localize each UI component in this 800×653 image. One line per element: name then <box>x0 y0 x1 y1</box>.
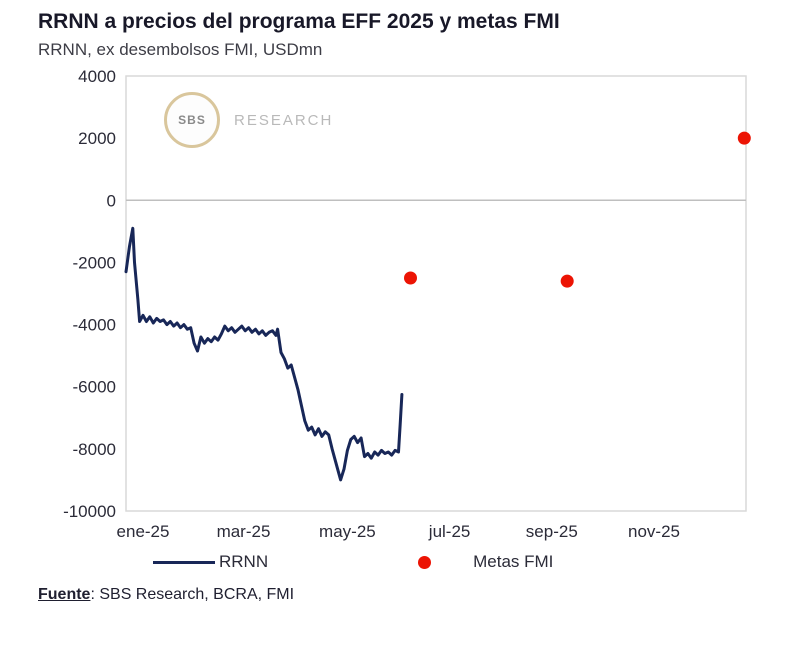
sbs-research-watermark: SBS RESEARCH <box>164 92 333 148</box>
x-tick-label: mar-25 <box>217 522 271 541</box>
watermark-research-label: RESEARCH <box>234 111 334 129</box>
chart-plot: 4000 2000 0 -2000 -4000 -6000 -8000 -10000ene-2… <box>63 67 751 541</box>
source-text: : SBS Research, BCRA, FMI <box>90 586 295 603</box>
metas-fmi-point <box>404 271 417 285</box>
x-tick-label: nov-25 <box>628 522 680 541</box>
source-prefix: Fuente <box>38 586 91 603</box>
x-tick-label: may-25 <box>319 522 376 541</box>
sbs-logo-text: SBS <box>178 113 206 127</box>
y-tick-label: 2000 <box>78 129 116 148</box>
legend-label-metas-fmi: Metas FMI <box>473 552 554 571</box>
metas-fmi-dot-swatch <box>418 555 432 569</box>
y-tick-label: 4000 <box>78 67 116 86</box>
page-title: RRNN a precios del programa EFF 2025 y m… <box>38 10 560 33</box>
y-tick-label: -4000 <box>73 316 116 335</box>
x-tick-label: jul-25 <box>428 522 471 541</box>
x-tick-label: ene-25 <box>117 522 170 541</box>
legend-item-metas-fmi: Metas FMI <box>418 552 553 572</box>
y-tick-label: -10000 <box>63 502 116 521</box>
rrnn-line <box>124 226 404 482</box>
chart-container: 4000 2000 0 -2000 -4000 -6000 -8000 -10000 ene-2… <box>38 64 754 546</box>
source-note: Fuente: SBS Research, BCRA, FMI <box>38 586 780 604</box>
chart-subtitle: RRNN, ex desembolsos FMI, USDmn <box>38 40 323 59</box>
chart-legend: RRNN Metas FMI <box>38 548 780 576</box>
y-tick-label: -2000 <box>73 253 116 272</box>
y-tick-label: -6000 <box>73 378 116 397</box>
sbs-logo-icon: SBS <box>164 92 220 148</box>
legend-item-rrnn: RRNN <box>153 552 268 572</box>
y-tick-label: 0 <box>107 191 116 210</box>
plot-border <box>125 75 747 512</box>
chart-page: RRNN a precios del programa EFF 2025 y m… <box>38 10 780 604</box>
x-tick-label: sep-25 <box>526 522 578 541</box>
rrnn-line-swatch <box>153 560 215 564</box>
y-tick-label: -8000 <box>73 440 116 459</box>
metas-fmi-point <box>737 131 751 145</box>
legend-label-rrnn: RRNN <box>219 552 269 571</box>
metas-fmi-point <box>560 274 574 288</box>
